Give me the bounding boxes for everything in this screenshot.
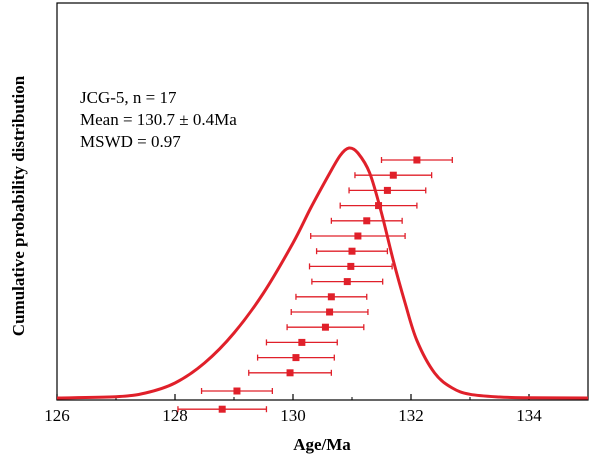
age-marker — [343, 278, 351, 286]
x-tick-label: 130 — [280, 406, 306, 425]
y-axis-title: Cumulative probability distribution — [9, 75, 28, 336]
x-tick-label: 132 — [398, 406, 424, 425]
age-marker — [327, 293, 335, 301]
age-marker — [363, 217, 371, 225]
age-marker — [298, 338, 306, 346]
age-point — [339, 202, 418, 210]
x-tick-label: 126 — [44, 406, 70, 425]
annotation-mean: Mean = 130.7 ± 0.4Ma — [80, 110, 237, 129]
age-marker — [413, 156, 421, 164]
age-marker — [292, 354, 300, 362]
age-points — [177, 156, 453, 413]
age-point — [286, 323, 365, 331]
plot-frame — [56, 2, 589, 401]
annotation-sample: JCG-5, n = 17 — [80, 88, 177, 107]
age-marker — [286, 369, 294, 377]
age-point — [265, 338, 338, 346]
x-tick-label: 128 — [162, 406, 188, 425]
age-point — [308, 262, 393, 270]
age-marker — [348, 247, 356, 255]
x-axis-title: Age/Ma — [293, 435, 351, 454]
age-marker — [383, 186, 391, 194]
age-point — [354, 171, 433, 179]
age-point — [256, 354, 335, 362]
age-marker — [347, 262, 355, 270]
x-tick-label: 134 — [516, 406, 542, 425]
age-point — [177, 405, 268, 413]
annotation-box: JCG-5, n = 17 Mean = 130.7 ± 0.4Ma MSWD … — [80, 88, 237, 151]
annotation-mswd: MSWD = 0.97 — [80, 132, 181, 151]
age-point — [330, 217, 403, 225]
x-axis: 126 128 130 132 134 — [44, 394, 589, 425]
age-marker — [233, 387, 241, 395]
age-marker — [326, 308, 334, 316]
age-point — [315, 247, 389, 255]
age-point — [310, 232, 406, 240]
age-marker — [375, 202, 383, 210]
age-marker — [389, 171, 397, 179]
age-point — [200, 387, 274, 395]
age-point — [380, 156, 453, 164]
age-marker — [218, 405, 226, 413]
probability-curve — [56, 146, 589, 400]
age-point — [348, 186, 427, 194]
age-marker — [354, 232, 362, 240]
age-point — [248, 369, 333, 377]
age-point — [311, 278, 384, 286]
age-point — [290, 308, 369, 316]
age-marker — [321, 323, 329, 331]
age-point — [295, 293, 368, 301]
